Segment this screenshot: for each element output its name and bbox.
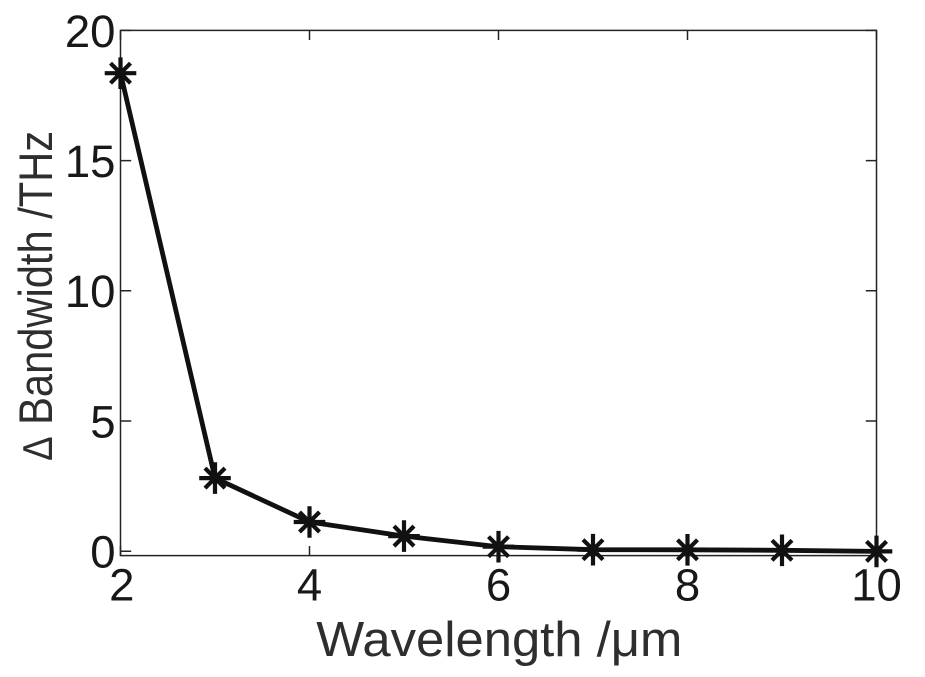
svg-text:5: 5 (90, 396, 115, 447)
svg-text:4: 4 (297, 560, 322, 611)
svg-text:8: 8 (675, 560, 700, 611)
svg-text:Wavelength /μm: Wavelength /μm (316, 612, 682, 667)
svg-text:6: 6 (486, 560, 511, 611)
svg-text:15: 15 (65, 136, 116, 187)
svg-text:Δ Bandwidth /THz: Δ Bandwidth /THz (10, 131, 63, 461)
svg-text:10: 10 (65, 266, 116, 317)
svg-text:20: 20 (65, 6, 116, 57)
svg-text:10: 10 (851, 560, 902, 611)
svg-text:2: 2 (109, 560, 134, 611)
svg-text:0: 0 (90, 527, 115, 578)
